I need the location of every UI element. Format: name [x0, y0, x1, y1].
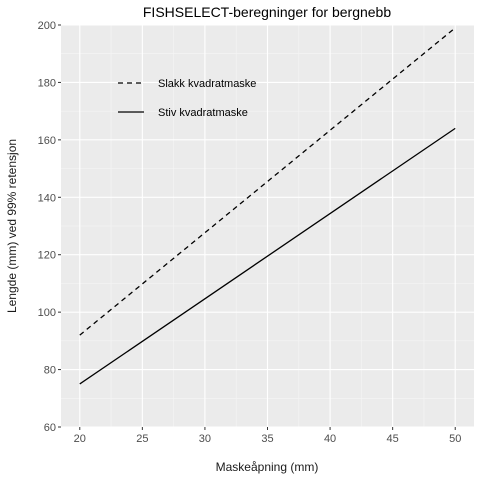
y-tick-label: 140: [38, 192, 56, 204]
legend: Slakk kvadratmaske Stiv kvadratmaske: [118, 78, 256, 119]
x-tick-label: 45: [387, 433, 399, 445]
x-tick-label: 50: [449, 433, 461, 445]
y-tick-label: 60: [44, 422, 56, 434]
x-tick-label: 30: [199, 433, 211, 445]
series-layer: [79, 27, 456, 385]
y-tick-label: 160: [38, 135, 56, 147]
chart-title: FISHSELECT-beregninger for bergnebb: [143, 4, 391, 20]
y-tick-label: 100: [38, 307, 56, 319]
x-tick-label: 25: [136, 433, 148, 445]
x-tick-label: 20: [74, 433, 86, 445]
y-tick-label: 80: [44, 365, 56, 377]
axes: 20 25 30 35 40 45 50 60 80 100 120 140 160 180 200: [38, 20, 462, 445]
y-axis-title: Lengde (mm) ved 99% retensjon: [5, 139, 19, 313]
legend-label: Slakk kvadratmaske: [158, 78, 256, 90]
x-tick-label: 40: [324, 433, 336, 445]
x-tick-label: 35: [261, 433, 273, 445]
legend-label: Stiv kvadratmaske: [158, 107, 248, 119]
x-axis-title: Maskeåpning (mm): [216, 460, 319, 474]
y-tick-label: 200: [38, 20, 56, 32]
y-tick-label: 120: [38, 250, 56, 262]
y-tick-label: 180: [38, 77, 56, 89]
series-line-stiv-kvadratmaske: [79, 127, 456, 385]
plot-panel: [61, 24, 474, 428]
